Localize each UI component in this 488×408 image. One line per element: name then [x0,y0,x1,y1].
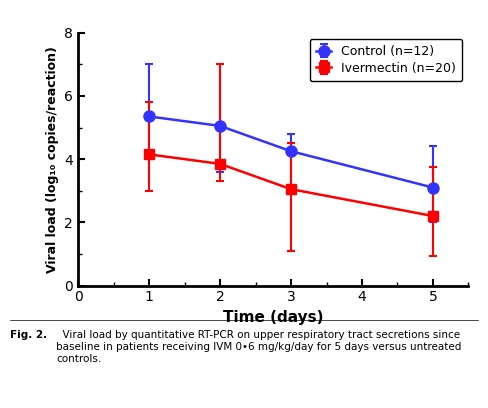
Legend: Control (n=12), Ivermectin (n=20): Control (n=12), Ivermectin (n=20) [310,39,462,81]
Text: Fig. 2.: Fig. 2. [10,330,47,341]
Y-axis label: Viral load (log₁₀ copies/reaction): Viral load (log₁₀ copies/reaction) [46,46,59,273]
Text: Viral load by quantitative RT-PCR on upper respiratory tract secretions since ba: Viral load by quantitative RT-PCR on upp… [56,330,462,364]
X-axis label: Time (days): Time (days) [223,310,324,325]
